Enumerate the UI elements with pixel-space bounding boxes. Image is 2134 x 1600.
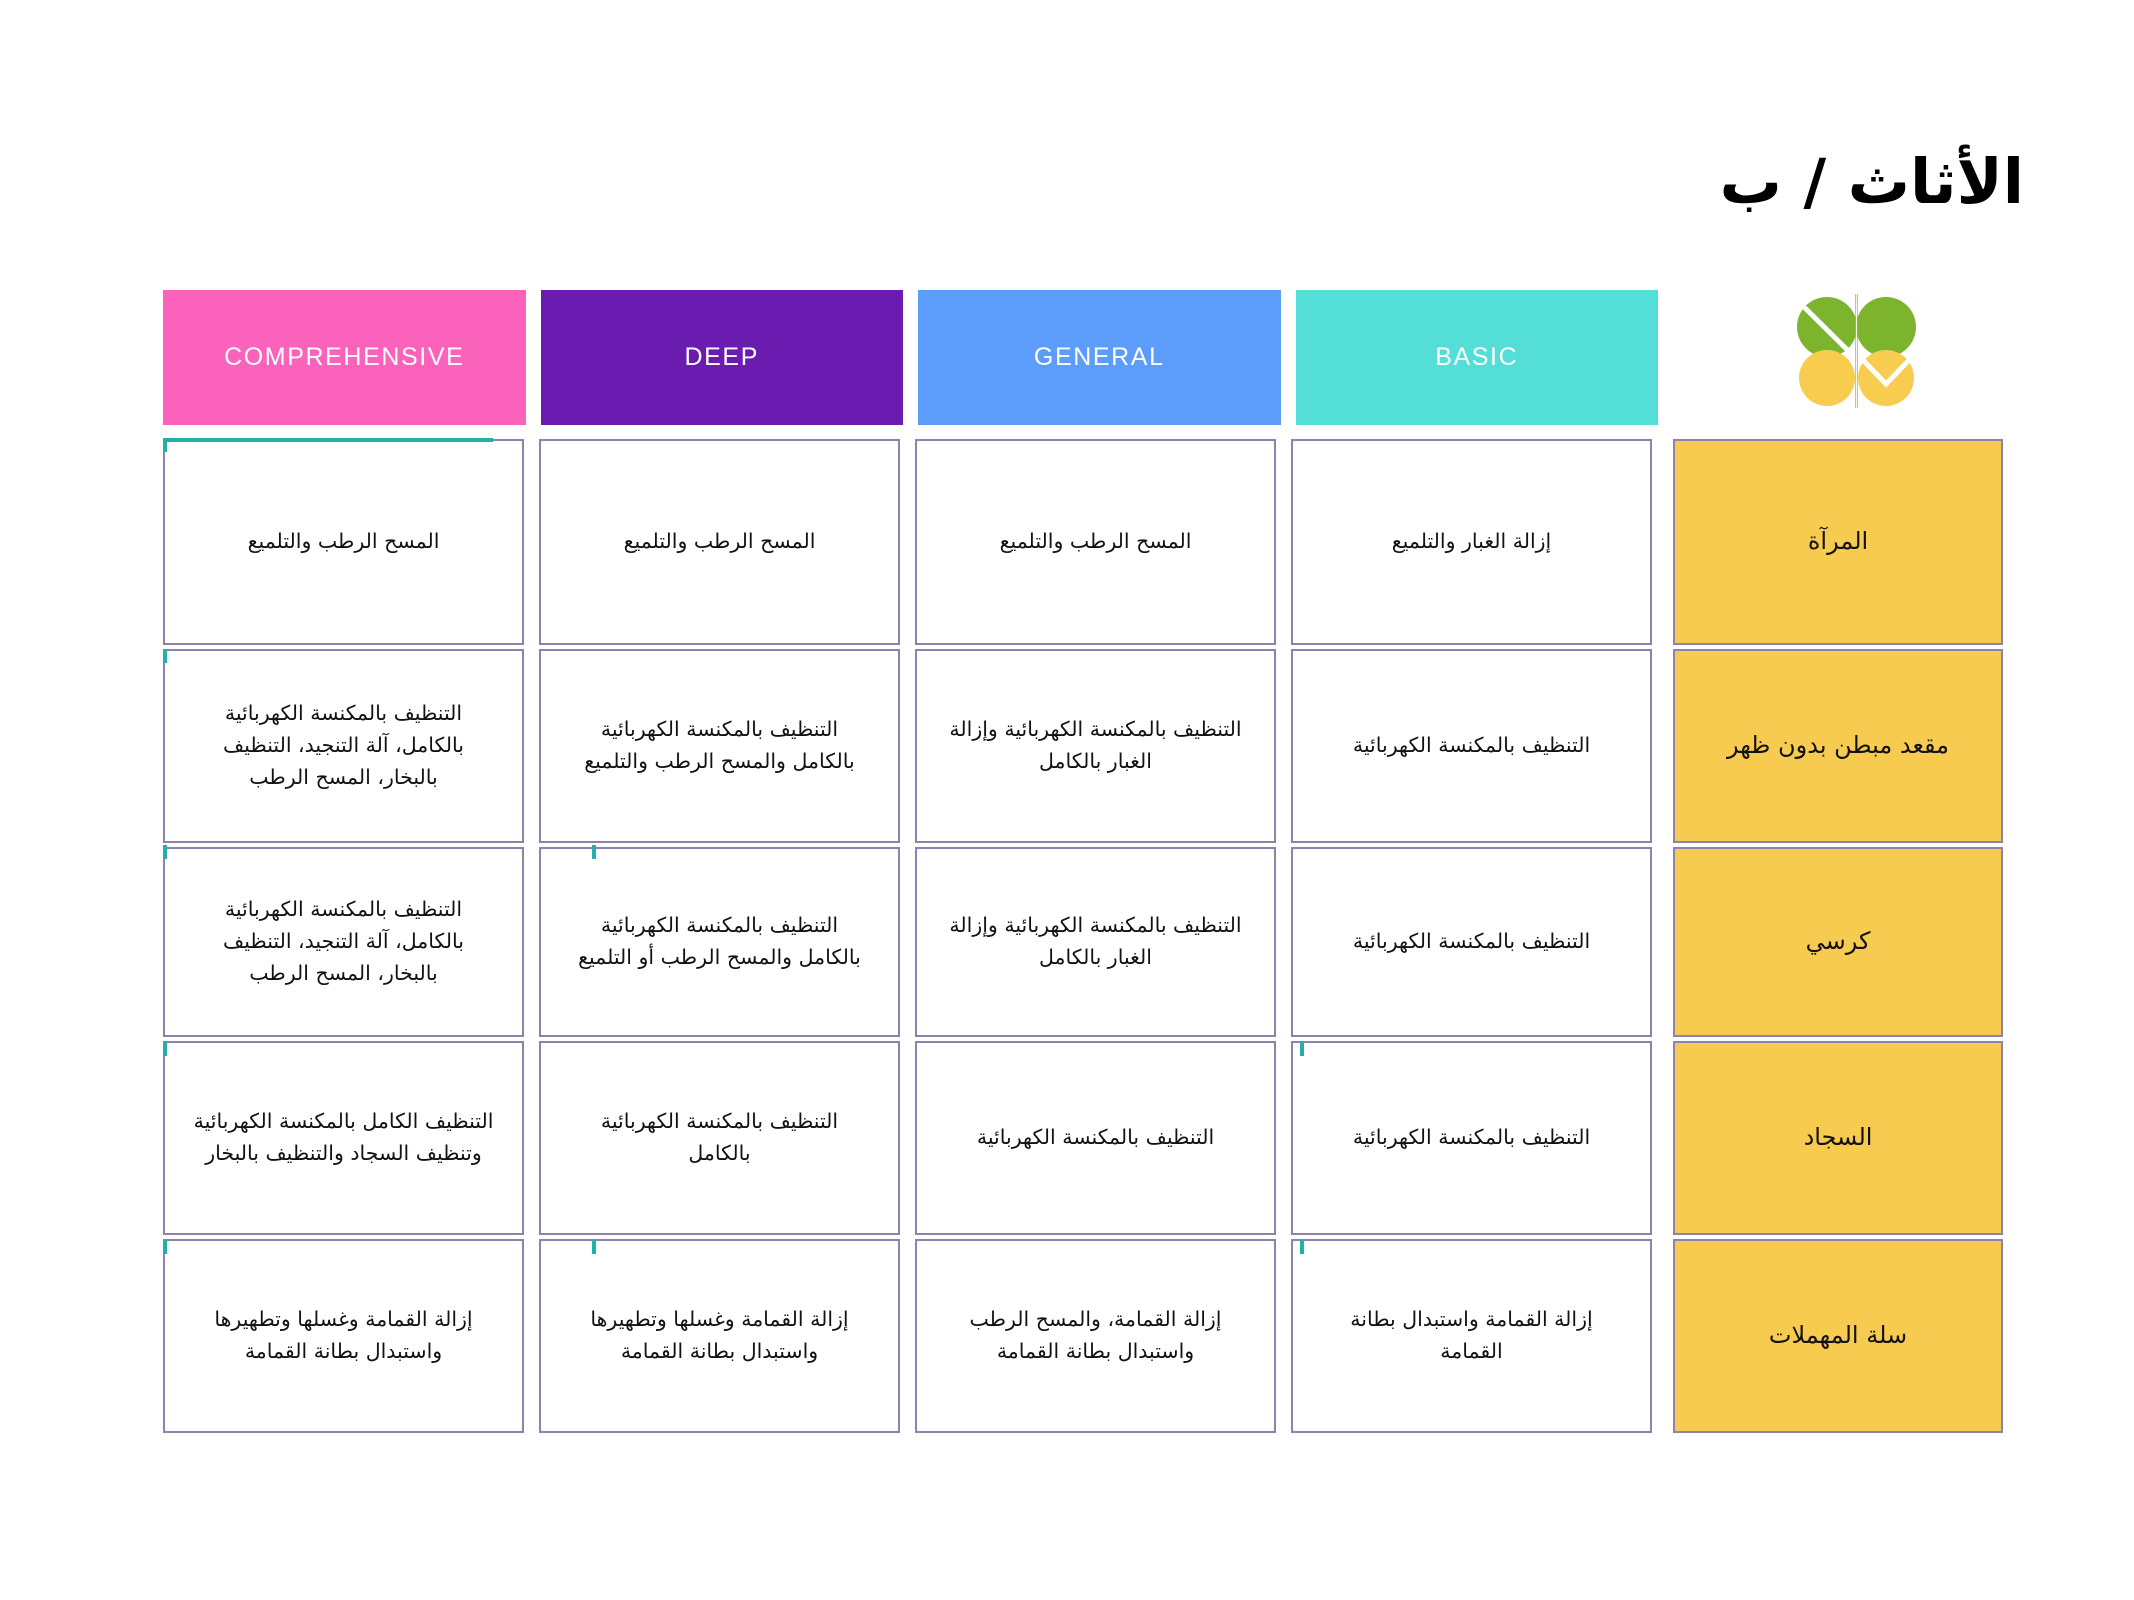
- logo-circle-top-right: [1856, 297, 1916, 357]
- row-label[interactable]: مقعد مبطن بدون ظهر: [1673, 649, 2003, 843]
- row-label-text: السجاد: [1803, 1123, 1873, 1152]
- seam-accent-icon: [592, 845, 596, 859]
- cell-text: التنظيف بالمكنسة الكهربائية بالكامل: [600, 1109, 839, 1165]
- matrix-header-row: COMPREHENSIVE DEEP GENERAL BASIC: [163, 290, 2003, 425]
- cell-general[interactable]: إزالة القمامة، والمسح الرطب واستبدال بطا…: [915, 1239, 1276, 1433]
- row-label[interactable]: سلة المهملات: [1673, 1239, 2003, 1433]
- row-label-text: سلة المهملات: [1768, 1321, 1908, 1350]
- cell-deep[interactable]: التنظيف بالمكنسة الكهربائية بالكامل والم…: [539, 847, 900, 1037]
- cell-text: إزالة القمامة وغسلها وتطهيرها واستبدال ب…: [214, 1307, 473, 1363]
- cell-text: المسح الرطب والتلميع: [623, 529, 816, 554]
- logo-slash-icon: [1803, 306, 1851, 353]
- cell-basic[interactable]: إزالة الغبار والتلميع: [1291, 439, 1652, 645]
- cell-deep[interactable]: المسح الرطب والتلميع: [539, 439, 900, 645]
- cell-text: التنظيف بالمكنسة الكهربائية: [1352, 1125, 1591, 1150]
- cell-comprehensive[interactable]: إزالة القمامة وغسلها وتطهيرها واستبدال ب…: [163, 1239, 524, 1433]
- cell-comprehensive[interactable]: المسح الرطب والتلميع: [163, 439, 524, 645]
- cell-deep[interactable]: التنظيف بالمكنسة الكهربائية بالكامل: [539, 1041, 900, 1235]
- cell-text: المسح الرطب والتلميع: [999, 529, 1192, 554]
- row-label-text: مقعد مبطن بدون ظهر: [1727, 731, 1950, 760]
- brand-logo: [1790, 292, 1922, 410]
- row-label[interactable]: كرسي: [1673, 847, 2003, 1037]
- cell-text: التنظيف بالمكنسة الكهربائية بالكامل، آلة…: [222, 701, 464, 789]
- cell-text: التنظيف بالمكنسة الكهربائية: [1352, 929, 1591, 954]
- table-row: التنظيف بالمكنسة الكهربائية بالكامل، آلة…: [163, 847, 2003, 1037]
- cell-text: إزالة القمامة وغسلها وتطهيرها واستبدال ب…: [590, 1307, 849, 1363]
- cell-text: التنظيف بالمكنسة الكهربائية بالكامل والم…: [584, 717, 855, 773]
- seam-accent-icon: [592, 1240, 596, 1254]
- seam-accent-icon: [163, 845, 167, 859]
- page-title-text: الأثاث / ب: [1719, 145, 2024, 218]
- column-header-label: GENERAL: [1033, 343, 1165, 371]
- row-label[interactable]: المرآة: [1673, 439, 2003, 645]
- cell-basic[interactable]: التنظيف بالمكنسة الكهربائية: [1291, 1041, 1652, 1235]
- cell-deep[interactable]: إزالة القمامة وغسلها وتطهيرها واستبدال ب…: [539, 1239, 900, 1433]
- seam-accent-icon: [163, 438, 493, 442]
- cell-basic[interactable]: التنظيف بالمكنسة الكهربائية: [1291, 649, 1652, 843]
- cell-comprehensive[interactable]: التنظيف بالمكنسة الكهربائية بالكامل، آلة…: [163, 649, 524, 843]
- cell-text: المسح الرطب والتلميع: [247, 529, 440, 554]
- seam-accent-icon: [163, 438, 167, 452]
- table-row: إزالة القمامة وغسلها وتطهيرها واستبدال ب…: [163, 1239, 2003, 1433]
- logo-circle-bottom-right: [1858, 350, 1914, 406]
- cell-basic[interactable]: إزالة القمامة واستبدال بطانة القمامة: [1291, 1239, 1652, 1433]
- table-row: التنظيف بالمكنسة الكهربائية بالكامل، آلة…: [163, 649, 2003, 843]
- matrix-body: المسح الرطب والتلميع المسح الرطب والتلمي…: [163, 439, 2003, 1437]
- cell-text: التنظيف بالمكنسة الكهربائية بالكامل والم…: [578, 913, 861, 969]
- seam-accent-icon: [1300, 1240, 1304, 1254]
- row-label[interactable]: السجاد: [1673, 1041, 2003, 1235]
- logo-chevron-icon: [1859, 356, 1913, 388]
- cell-basic[interactable]: التنظيف بالمكنسة الكهربائية: [1291, 847, 1652, 1037]
- column-header-deep[interactable]: DEEP: [540, 290, 903, 425]
- cell-text: التنظيف بالمكنسة الكهربائية وإزالة الغبا…: [949, 717, 1242, 773]
- table-row: التنظيف الكامل بالمكنسة الكهربائية وتنظي…: [163, 1041, 2003, 1235]
- cell-text: التنظيف بالمكنسة الكهربائية وإزالة الغبا…: [949, 913, 1242, 969]
- logo-circle-bottom-left: [1799, 350, 1855, 406]
- row-label-text: المرآة: [1807, 527, 1869, 556]
- cell-general[interactable]: المسح الرطب والتلميع: [915, 439, 1276, 645]
- column-header-label: COMPREHENSIVE: [224, 343, 465, 371]
- service-matrix: COMPREHENSIVE DEEP GENERAL BASIC المسح ا…: [163, 290, 2003, 1437]
- column-header-label: BASIC: [1435, 343, 1519, 371]
- cell-general[interactable]: التنظيف بالمكنسة الكهربائية: [915, 1041, 1276, 1235]
- cell-text: إزالة القمامة واستبدال بطانة القمامة: [1350, 1307, 1593, 1363]
- row-label-text: كرسي: [1805, 927, 1871, 956]
- table-row: المسح الرطب والتلميع المسح الرطب والتلمي…: [163, 439, 2003, 645]
- cell-text: إزالة القمامة، والمسح الرطب واستبدال بطا…: [969, 1307, 1222, 1363]
- cell-comprehensive[interactable]: التنظيف الكامل بالمكنسة الكهربائية وتنظي…: [163, 1041, 524, 1235]
- column-header-basic[interactable]: BASIC: [1295, 290, 1658, 425]
- seam-accent-icon: [163, 649, 167, 663]
- cell-text: التنظيف بالمكنسة الكهربائية: [976, 1125, 1215, 1150]
- cell-text: التنظيف بالمكنسة الكهربائية: [1352, 733, 1591, 758]
- column-header-label: DEEP: [684, 343, 759, 371]
- cell-general[interactable]: التنظيف بالمكنسة الكهربائية وإزالة الغبا…: [915, 649, 1276, 843]
- cell-text: التنظيف بالمكنسة الكهربائية بالكامل، آلة…: [222, 897, 464, 985]
- cell-deep[interactable]: التنظيف بالمكنسة الكهربائية بالكامل والم…: [539, 649, 900, 843]
- seam-accent-icon: [163, 1240, 167, 1254]
- page-title: الأثاث / ب: [1024, 145, 2024, 218]
- cell-general[interactable]: التنظيف بالمكنسة الكهربائية وإزالة الغبا…: [915, 847, 1276, 1037]
- column-header-general[interactable]: GENERAL: [918, 290, 1281, 425]
- cell-text: التنظيف الكامل بالمكنسة الكهربائية وتنظي…: [193, 1109, 494, 1165]
- seam-accent-icon: [163, 1042, 167, 1056]
- cell-text: إزالة الغبار والتلميع: [1391, 529, 1552, 554]
- seam-accent-icon: [1300, 1042, 1304, 1056]
- column-header-comprehensive[interactable]: COMPREHENSIVE: [163, 290, 526, 425]
- cell-comprehensive[interactable]: التنظيف بالمكنسة الكهربائية بالكامل، آلة…: [163, 847, 524, 1037]
